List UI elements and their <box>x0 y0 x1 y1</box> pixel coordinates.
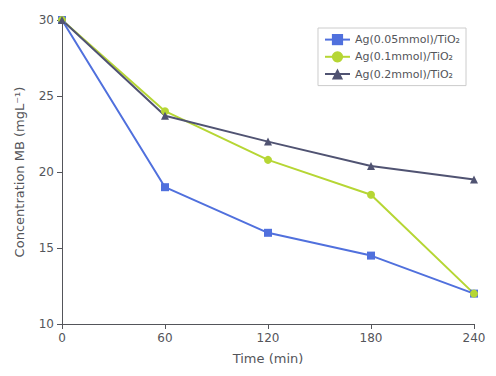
svg-text:0: 0 <box>58 331 66 345</box>
svg-text:120: 120 <box>257 331 280 345</box>
svg-text:Time (min): Time (min) <box>232 351 304 366</box>
svg-text:Ag(0.05mmol)/TiO₂: Ag(0.05mmol)/TiO₂ <box>355 33 460 46</box>
svg-text:60: 60 <box>157 331 172 345</box>
svg-text:10: 10 <box>39 317 54 331</box>
svg-text:15: 15 <box>39 241 54 255</box>
svg-text:Ag(0.1mmol)/TiO₂: Ag(0.1mmol)/TiO₂ <box>355 50 453 63</box>
svg-text:240: 240 <box>463 331 486 345</box>
svg-text:25: 25 <box>39 89 54 103</box>
svg-text:180: 180 <box>360 331 383 345</box>
svg-text:Ag(0.2mmol)/TiO₂: Ag(0.2mmol)/TiO₂ <box>355 68 453 81</box>
svg-text:Concentration MB (mgL⁻¹): Concentration MB (mgL⁻¹) <box>12 87 27 258</box>
svg-text:30: 30 <box>39 13 54 27</box>
svg-text:20: 20 <box>39 165 54 179</box>
